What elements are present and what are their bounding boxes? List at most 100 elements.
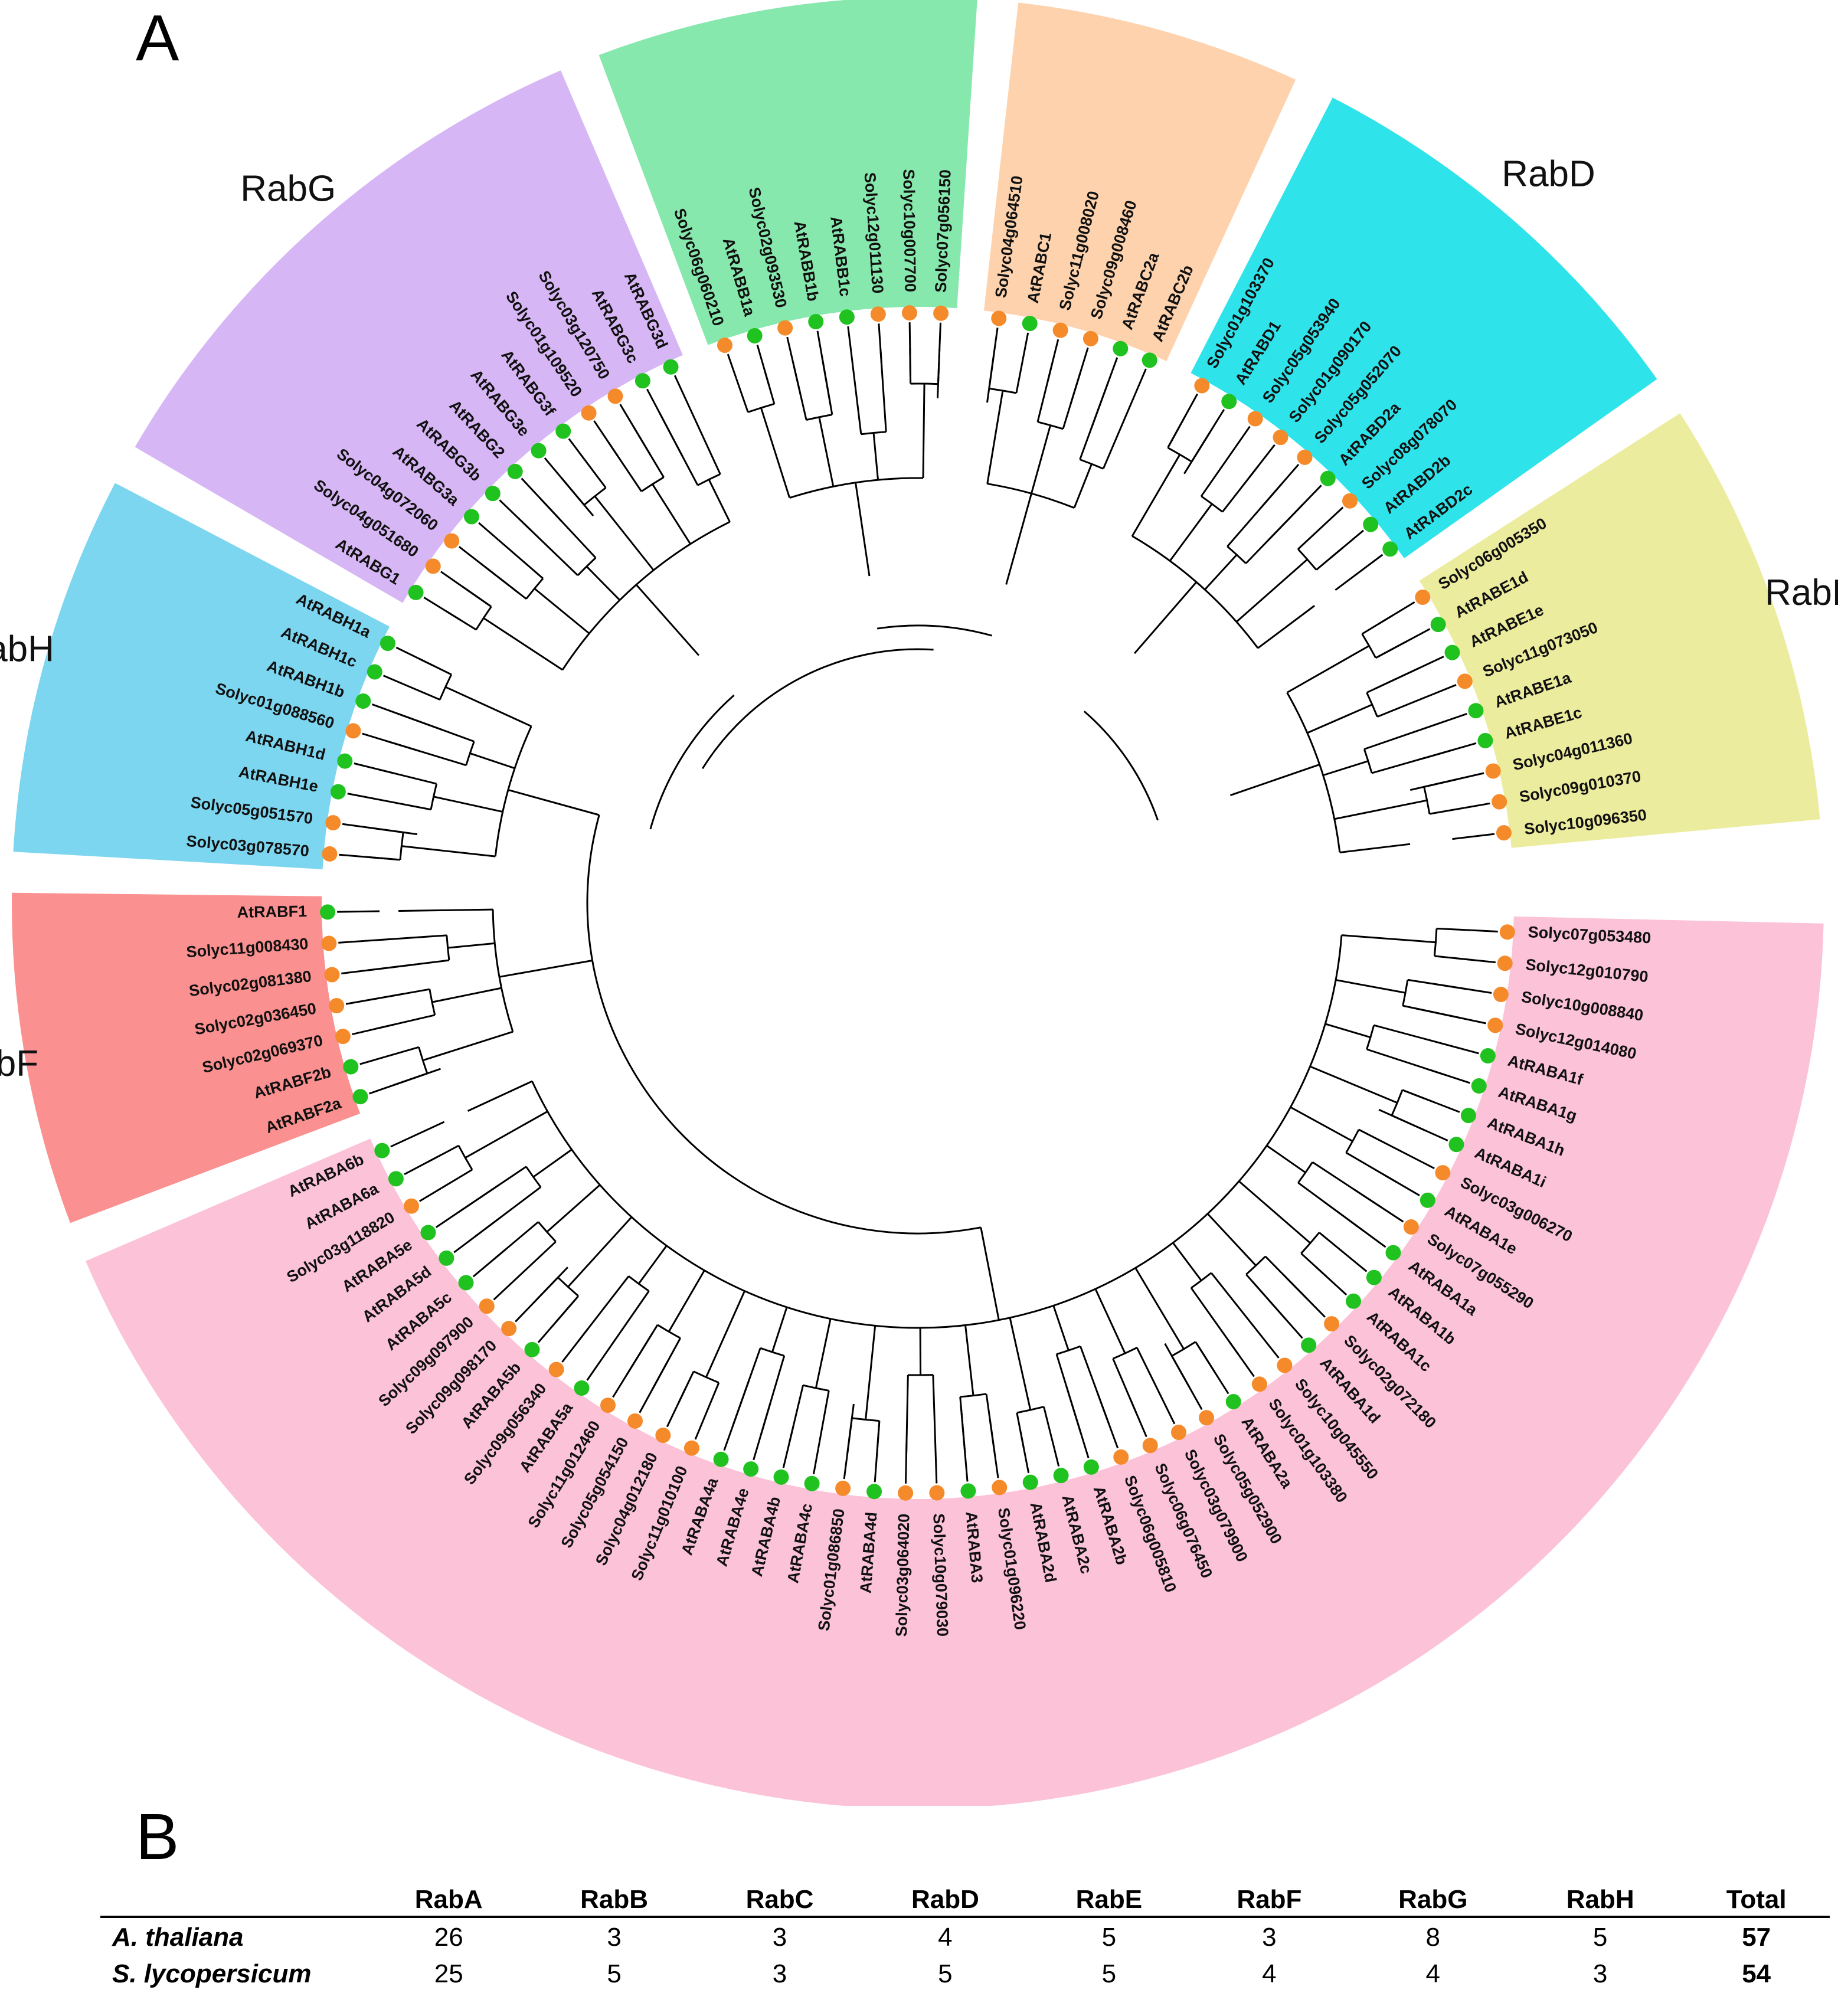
- tree-branch: [1391, 1114, 1425, 1131]
- species-dot: [374, 1143, 390, 1158]
- tree-branch: [1102, 392, 1137, 469]
- tree-branch: [538, 496, 597, 559]
- species-dot: [380, 636, 395, 652]
- tree-branch: [1323, 506, 1344, 526]
- species-dot: [933, 305, 949, 321]
- species-name: A. thaliana: [112, 1923, 244, 1952]
- table-cell: 5: [1101, 1959, 1117, 1988]
- tree-branch: [532, 1277, 559, 1304]
- tree-branch: [1407, 978, 1466, 990]
- species-dot: [1221, 394, 1237, 410]
- species-dot: [1251, 1376, 1267, 1392]
- tree-branch: [937, 348, 941, 384]
- tree-branch: [467, 1080, 533, 1112]
- species-dot: [355, 693, 371, 709]
- tree-branch: [419, 658, 452, 676]
- tree-branch: [677, 1371, 695, 1404]
- tree-branch: [705, 1290, 745, 1378]
- tree-branch: [1210, 1272, 1264, 1338]
- tree-branch: [959, 1396, 966, 1456]
- tree-branch: [760, 1355, 786, 1436]
- tree-branch: [1094, 1288, 1126, 1354]
- tree-branch: [607, 441, 643, 492]
- header-raba: RabA: [366, 1883, 532, 1918]
- clade-wedge-rabg: [135, 70, 683, 603]
- table-cell: 4: [1262, 1959, 1277, 1988]
- tree-branch: [735, 378, 749, 413]
- tree-branch: [1297, 1182, 1366, 1233]
- tree-branch: [1200, 447, 1236, 497]
- table-cell: 5: [1592, 1923, 1608, 1952]
- species-dot: [1082, 330, 1098, 346]
- species-dot: [1460, 1108, 1476, 1124]
- table-cell: 5: [1101, 1923, 1117, 1952]
- table-cell: 3: [1592, 1959, 1608, 1988]
- tree-branch: [1324, 1023, 1371, 1039]
- species-dot: [777, 320, 793, 336]
- tree-branch: [584, 459, 607, 489]
- species-dot: [1435, 1165, 1451, 1181]
- species-dot: [1346, 1293, 1362, 1309]
- tree-branch: [651, 1337, 681, 1390]
- tree-branch: [492, 1221, 539, 1261]
- species-dot: [1363, 516, 1379, 532]
- tree-branch: [591, 960, 982, 1235]
- tree-branch: [1016, 1412, 1025, 1448]
- tree-branch: [637, 1245, 668, 1285]
- tree-branch: [821, 356, 833, 415]
- tree-branch: [1346, 1254, 1368, 1272]
- tree-branch: [658, 411, 699, 486]
- tree-branch: [534, 588, 590, 634]
- leaf-label: AtRABF1: [237, 902, 307, 921]
- tree-branch: [337, 910, 380, 913]
- tree-branch: [1235, 558, 1308, 623]
- species-dot: [1052, 322, 1068, 338]
- header-total: Total: [1683, 1883, 1830, 1918]
- tree-branch: [1345, 1151, 1398, 1183]
- species-dot: [322, 846, 338, 862]
- species-dot: [1324, 1316, 1340, 1332]
- tree-branch: [457, 1166, 527, 1214]
- table-cell: 25: [434, 1959, 463, 1988]
- tree-branch: [668, 1269, 705, 1333]
- tree-branch: [932, 1374, 937, 1458]
- tree-branch: [1229, 764, 1320, 796]
- tree-branch: [685, 398, 721, 475]
- species-dot: [1385, 1245, 1401, 1261]
- clade-label-rabd: RabD: [1502, 153, 1595, 194]
- tree-branch: [447, 942, 495, 949]
- tree-branch: [508, 788, 600, 816]
- species-dot: [1297, 449, 1313, 465]
- species-dot: [352, 1089, 368, 1105]
- tree-branch: [372, 797, 431, 811]
- tree-branch: [701, 648, 934, 770]
- table-cell: 5: [938, 1959, 953, 1988]
- tree-branch: [427, 1144, 459, 1163]
- leaf-label: Solyc03g064020: [892, 1513, 913, 1637]
- header-rabh: RabH: [1517, 1883, 1683, 1918]
- tree-branch: [964, 1325, 974, 1396]
- tree-branch: [905, 1374, 909, 1458]
- tree-branch: [1136, 1347, 1164, 1401]
- species-dot: [717, 337, 732, 353]
- species-dot: [866, 1484, 882, 1500]
- species-dot: [1113, 1449, 1129, 1465]
- species-dot: [337, 753, 353, 769]
- tree-branch: [1206, 1213, 1257, 1266]
- species-dot: [321, 935, 337, 951]
- tree-branch: [1358, 1128, 1412, 1158]
- species-dot: [1471, 1078, 1487, 1094]
- species-dot: [320, 904, 336, 920]
- tree-branch: [586, 565, 621, 601]
- tree-branch: [368, 826, 404, 833]
- tree-branch: [1266, 1144, 1306, 1174]
- tree-branch: [347, 793, 374, 800]
- tree-branch: [1190, 1287, 1240, 1356]
- species-dot: [420, 1225, 436, 1241]
- tree-branch: [1309, 1065, 1398, 1104]
- tree-branch: [732, 1347, 761, 1426]
- species-dot: [1499, 924, 1515, 940]
- tree-branch: [568, 438, 586, 460]
- tree-branch: [652, 483, 691, 545]
- clade-label-rabe: RabE: [1765, 572, 1838, 613]
